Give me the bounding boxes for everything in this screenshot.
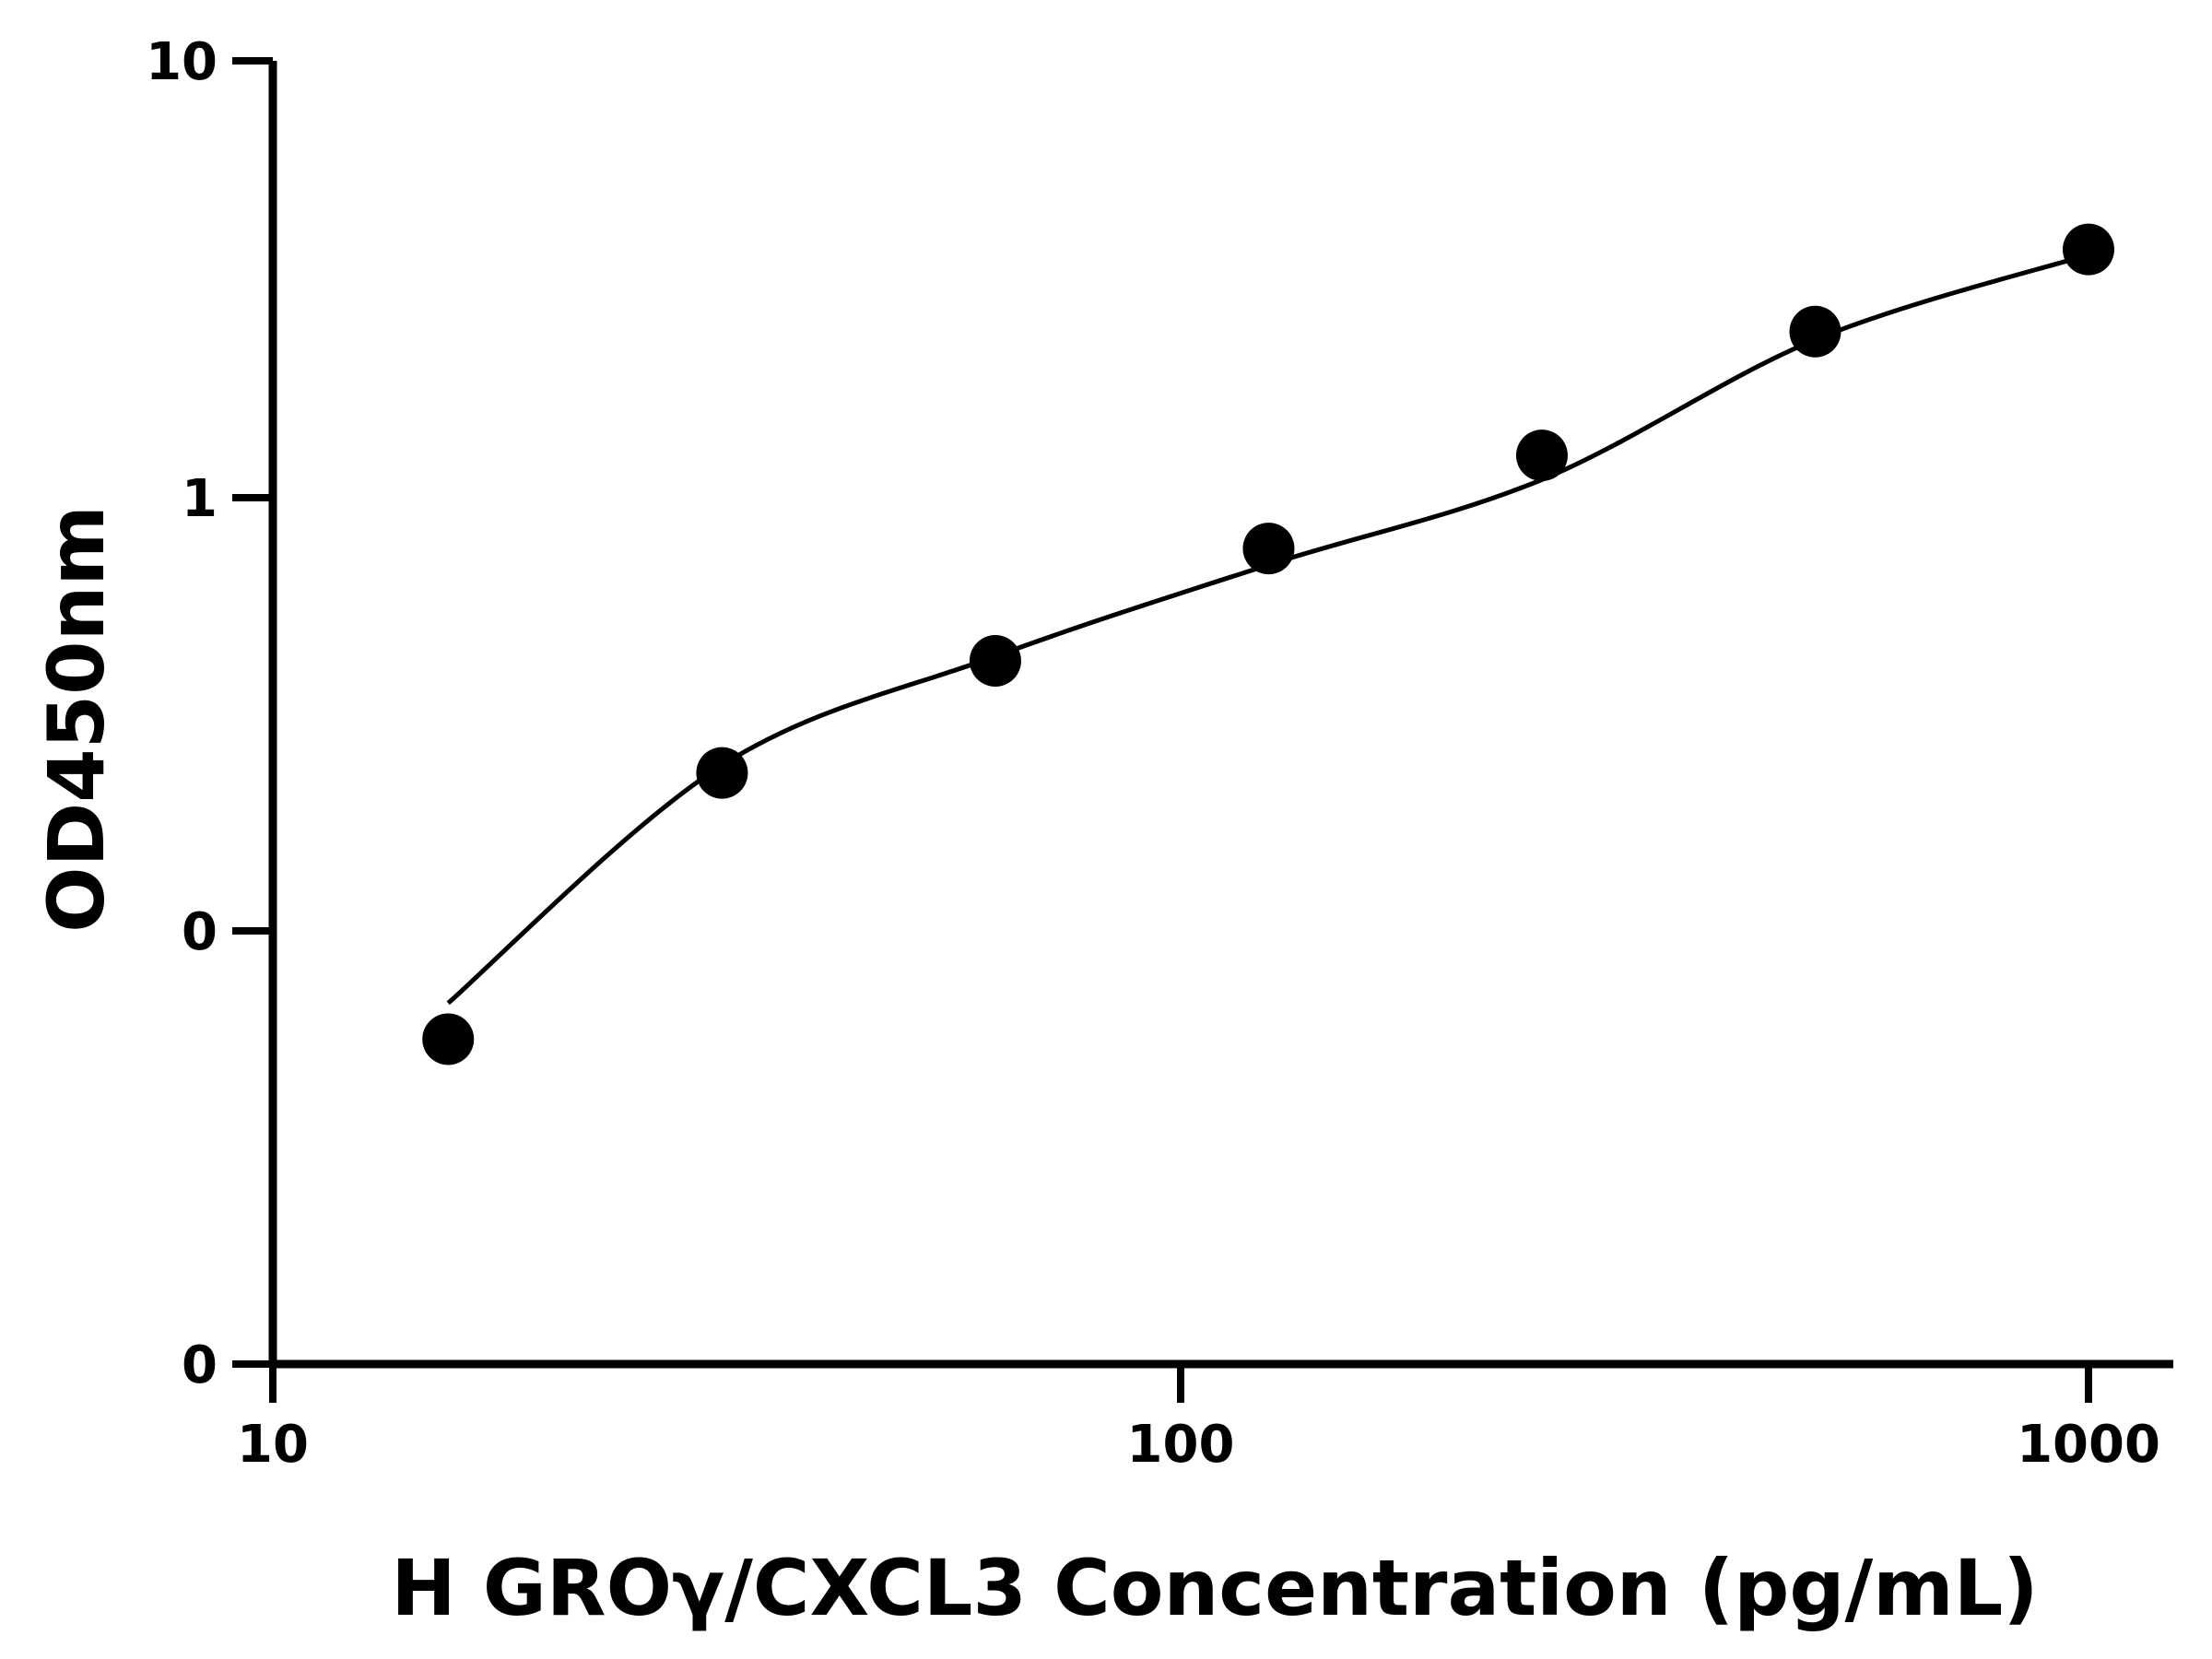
ticks: 0 0 1 10 10 100 1000 xyxy=(146,32,2160,1475)
y-tick-label: 1 xyxy=(182,469,218,529)
data-point xyxy=(1515,429,1568,482)
x-tick-label: 1000 xyxy=(2017,1415,2160,1475)
y-tick-label: 10 xyxy=(146,32,218,92)
y-axis-title: OD450nm xyxy=(31,505,122,933)
data-point xyxy=(1789,305,1841,358)
x-axis-title: H GROγ/CXCL3 Concentration (pg/mL) xyxy=(391,1543,2038,1633)
data-points xyxy=(422,223,2114,1065)
data-point xyxy=(696,747,748,799)
y-tick-label: 0 xyxy=(182,902,218,962)
data-point xyxy=(969,635,1021,688)
x-tick-label: 10 xyxy=(237,1415,309,1475)
data-point xyxy=(2063,223,2114,276)
axes xyxy=(268,61,2173,1369)
x-tick-label: 100 xyxy=(1127,1415,1235,1475)
fit-curve xyxy=(446,252,2089,1006)
data-point xyxy=(1242,523,1295,575)
y-tick-label: 0 xyxy=(182,1335,218,1395)
data-point xyxy=(422,1013,475,1065)
